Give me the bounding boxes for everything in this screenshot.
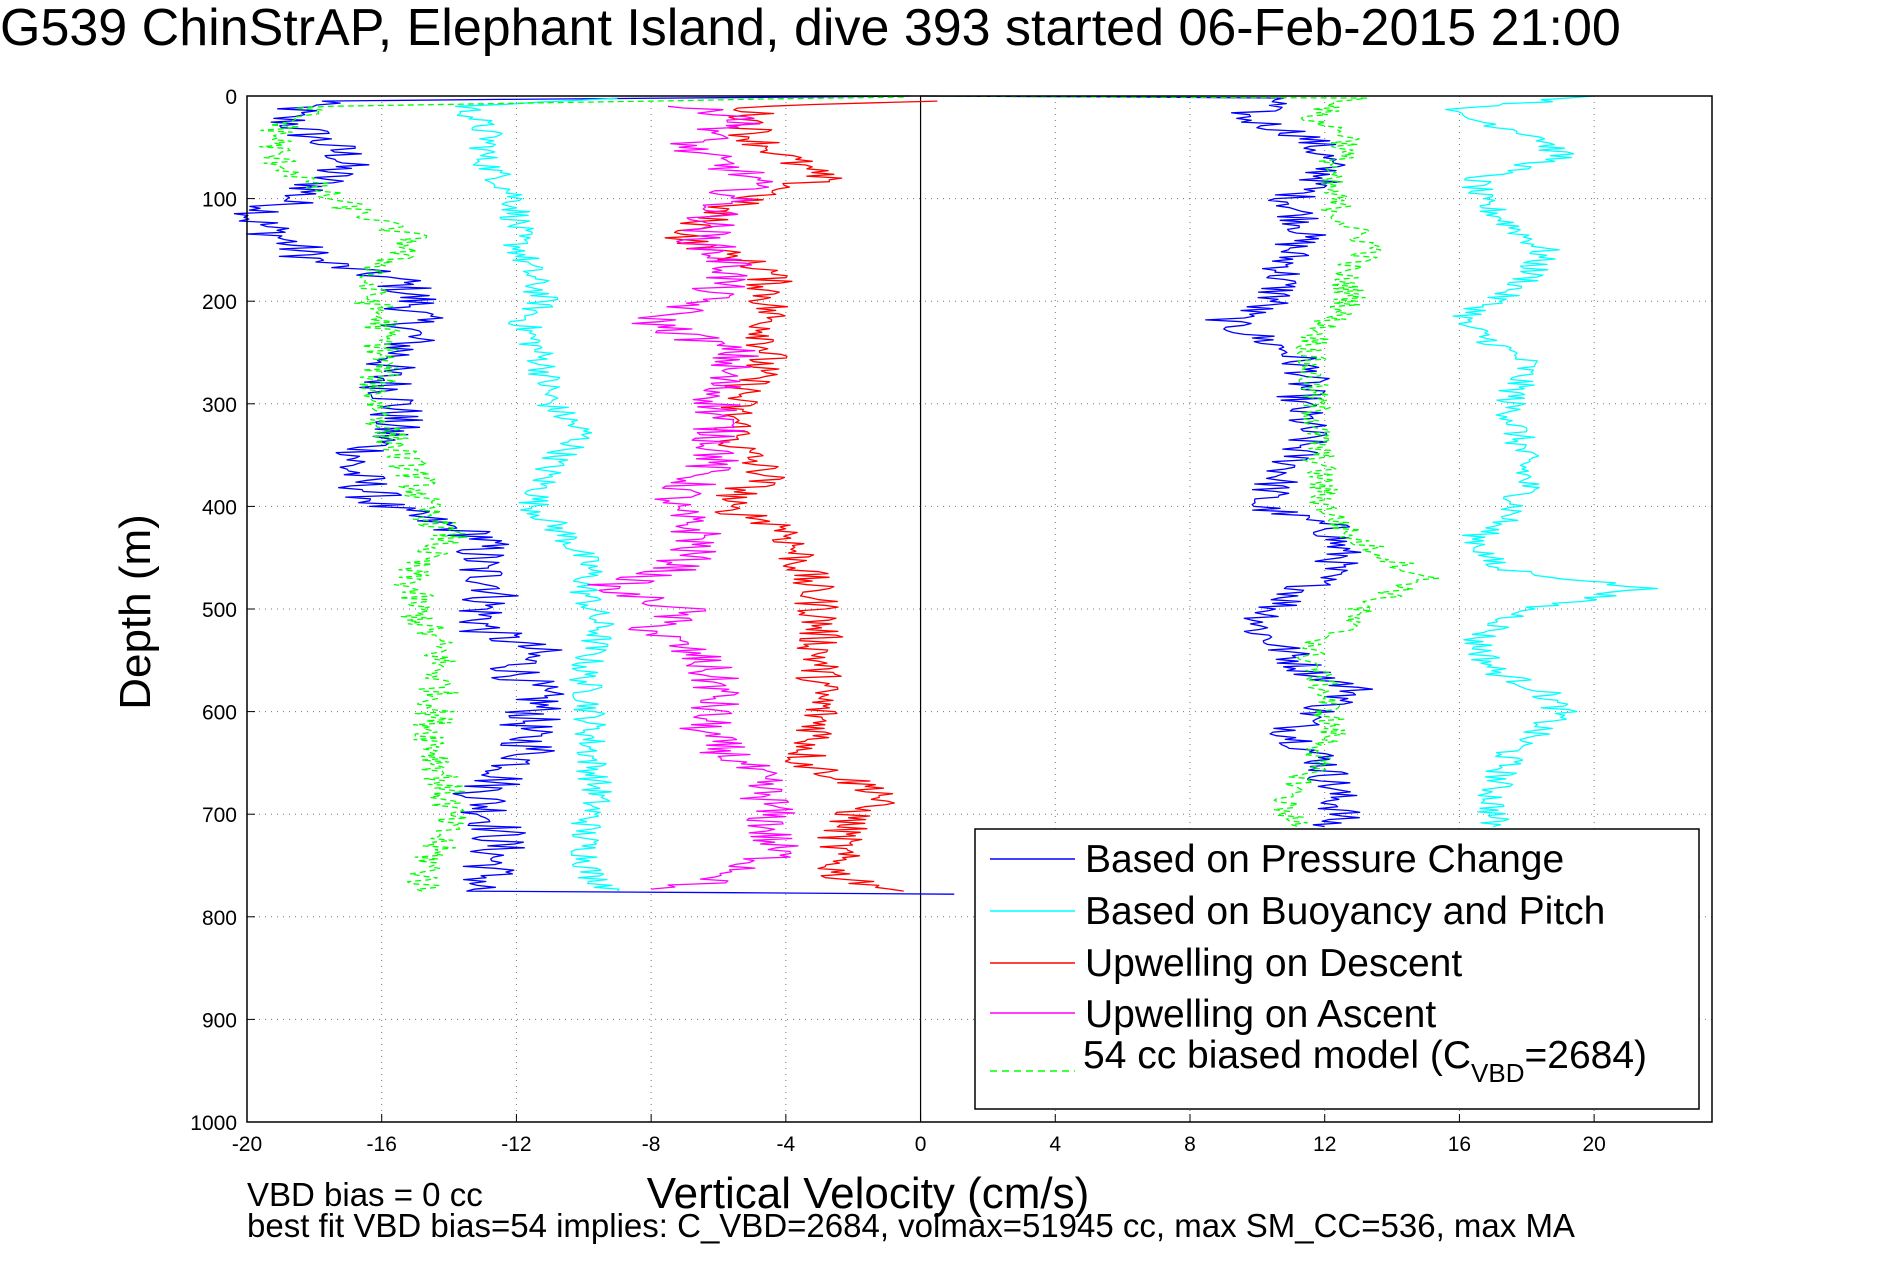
y-tick-label: 900 xyxy=(202,1009,237,1032)
x-tick-label: 12 xyxy=(1313,1133,1336,1156)
y-tick-label: 200 xyxy=(202,291,237,314)
x-tick-labels: -20 -16 -12 -8 -4 0 4 8 12 16 20 xyxy=(232,1133,1606,1156)
series-line xyxy=(664,100,938,892)
y-tick-label: 800 xyxy=(202,907,237,930)
x-tick-label: -16 xyxy=(367,1133,397,1156)
x-tick-label: 0 xyxy=(915,1133,927,1156)
series-line xyxy=(259,96,904,892)
y-tick-label: 1000 xyxy=(190,1112,237,1135)
x-tick-label: 8 xyxy=(1184,1133,1196,1156)
series-line xyxy=(920,95,1374,828)
y-tick-label: 400 xyxy=(202,496,237,519)
legend-label-buoyancy: Based on Buoyancy and Pitch xyxy=(1085,890,1605,933)
y-axis-label: Depth (m) xyxy=(111,514,160,710)
legend: Based on Pressure Change Based on Buoyan… xyxy=(974,828,1700,1110)
x-tick-label: 4 xyxy=(1049,1133,1061,1156)
legend-model-prefix: 54 cc biased model (C xyxy=(1083,1034,1471,1077)
series-line xyxy=(454,97,620,892)
x-tick-label: -4 xyxy=(777,1133,796,1156)
x-tick-label: 16 xyxy=(1448,1133,1471,1156)
series-line xyxy=(1445,95,1659,828)
y-tick-labels: 0 100 200 300 400 500 600 700 800 900 1000 xyxy=(190,86,237,1135)
series-layer xyxy=(233,95,1659,895)
legend-label-model: 54 cc biased model (CVBD=2684) xyxy=(1083,1034,1647,1088)
y-tick-label: 600 xyxy=(202,702,237,725)
x-tick-label: -8 xyxy=(642,1133,661,1156)
y-tick-label: 100 xyxy=(202,189,237,212)
y-tick-label: 700 xyxy=(202,804,237,827)
legend-model-suffix: =2684) xyxy=(1525,1034,1648,1077)
y-tick-label: 0 xyxy=(225,86,237,109)
series-line xyxy=(587,105,799,890)
series-line xyxy=(233,95,955,895)
legend-label-ascent: Upwelling on Ascent xyxy=(1085,993,1436,1036)
vbd-bias-note: VBD bias = 0 cc xyxy=(247,1176,483,1213)
legend-model-subscript: VBD xyxy=(1471,1058,1524,1088)
x-axis-label: Vertical Velocity (cm/s) xyxy=(647,1169,1090,1218)
plot-frame xyxy=(246,95,1713,1123)
legend-label-descent: Upwelling on Descent xyxy=(1085,942,1462,985)
series-line xyxy=(920,95,1440,828)
chart-title: G539 ChinStrAP, Elephant Island, dive 39… xyxy=(0,0,1621,57)
y-tick-label: 500 xyxy=(202,599,237,622)
legend-box xyxy=(974,828,1700,1110)
y-tick-label: 300 xyxy=(202,394,237,417)
best-fit-note: best fit VBD bias=54 implies: C_VBD=2684… xyxy=(247,1207,1575,1244)
legend-label-pressure: Based on Pressure Change xyxy=(1085,838,1564,881)
x-tick-label: -20 xyxy=(232,1133,262,1156)
x-tick-label: 20 xyxy=(1582,1133,1605,1156)
x-tick-label: -12 xyxy=(501,1133,531,1156)
